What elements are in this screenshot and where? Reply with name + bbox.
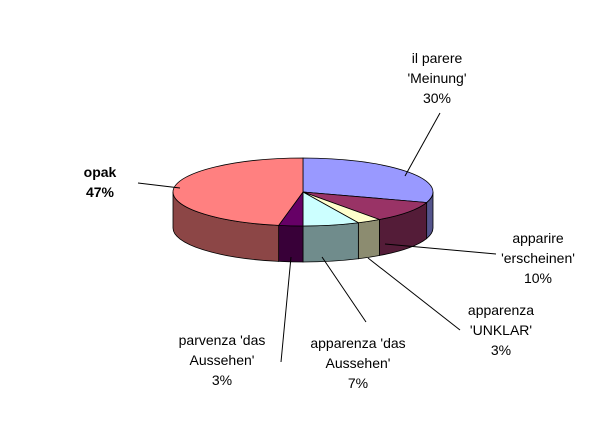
category-name: apparenza 'UNKLAR' — [467, 302, 535, 338]
value-label: 47% — [85, 184, 115, 200]
category-name: parvenza 'das Aussehen' — [178, 332, 266, 368]
slice-label: opak 47% — [70, 162, 130, 202]
slice-label: apparenza 'das Aussehen' 7% — [302, 333, 414, 393]
value-label: 30% — [422, 90, 452, 106]
slice-label: apparire 'erscheinen' 10% — [488, 228, 588, 288]
leader-line — [280, 256, 292, 363]
slice-side — [302, 222, 359, 263]
category-name: apparire 'erscheinen' — [501, 230, 575, 266]
slice — [302, 157, 434, 203]
value-label: 7% — [347, 375, 369, 391]
leader-line — [367, 257, 461, 331]
slice-label: parvenza 'das Aussehen' 3% — [168, 330, 276, 390]
category-name: il parere 'Meinung' — [407, 50, 467, 86]
category-name: apparenza 'das Aussehen' — [310, 335, 406, 371]
slice-side — [357, 219, 380, 260]
leader-line — [404, 112, 441, 177]
leader-line — [137, 182, 181, 189]
slice-label: il parere 'Meinung' 30% — [392, 48, 482, 108]
value-label: 3% — [490, 342, 512, 358]
leader-line — [321, 256, 367, 323]
slice — [302, 191, 428, 220]
category-name: opak — [83, 164, 117, 180]
slice-label: apparenza 'UNKLAR' 3% — [456, 300, 546, 360]
value-label: 3% — [211, 372, 233, 388]
value-label: 10% — [523, 270, 553, 286]
slice-side — [278, 224, 304, 263]
leader-line — [384, 243, 497, 255]
slice — [172, 157, 304, 226]
